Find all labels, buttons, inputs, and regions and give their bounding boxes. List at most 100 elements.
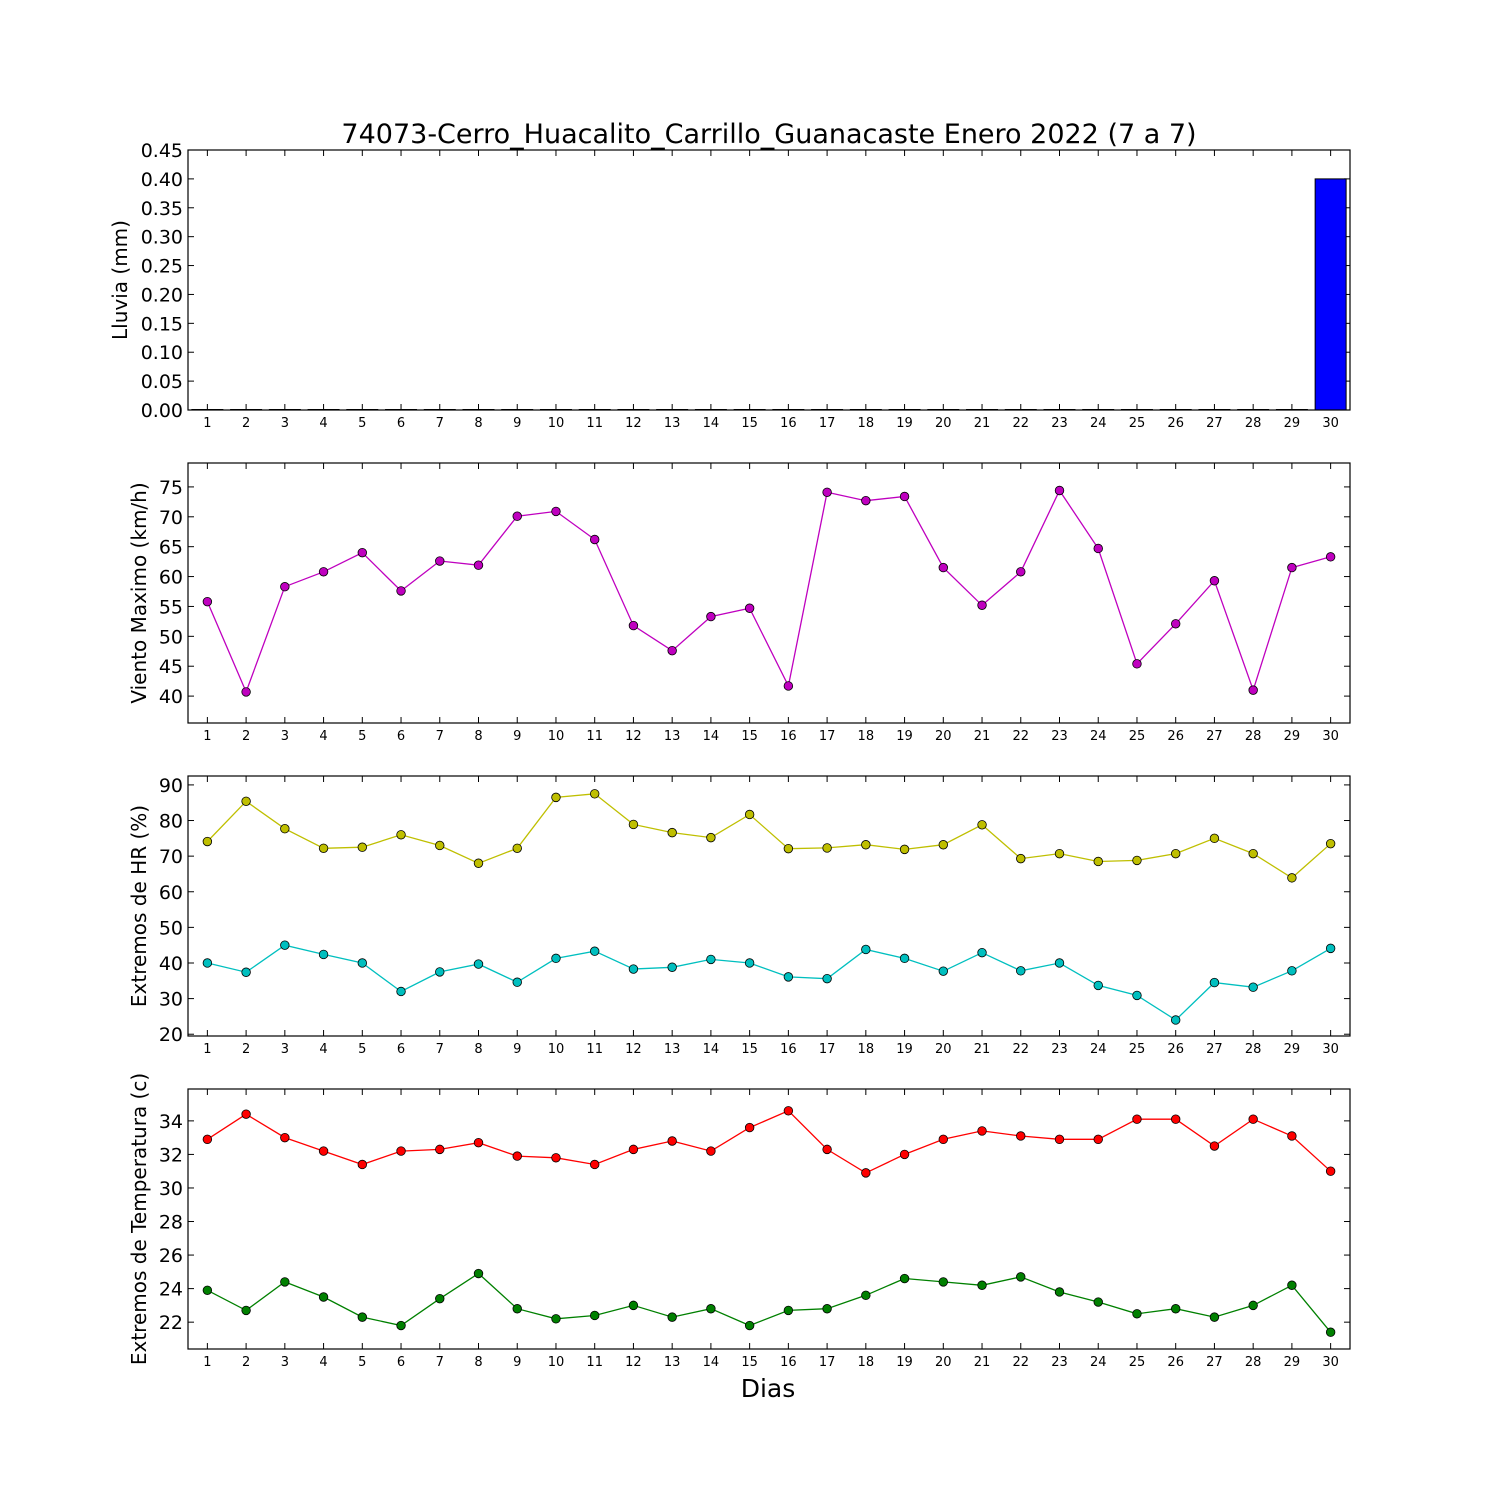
- data-point: [706, 954, 716, 965]
- x-tick-label: 9: [513, 1042, 521, 1057]
- data-point: [1093, 1134, 1103, 1145]
- x-tick-label: 22: [1012, 1042, 1029, 1057]
- plot-frame: [187, 149, 1351, 411]
- x-tick-label: 4: [319, 729, 327, 744]
- y-tick-label: 45: [159, 656, 183, 678]
- x-tick-label: 9: [513, 1355, 521, 1370]
- data-point: [1287, 966, 1297, 976]
- x-tick-label: 25: [1129, 416, 1146, 431]
- data-point: [512, 1151, 522, 1161]
- series-line-1: [206, 793, 1332, 879]
- x-tick-label: 15: [741, 1355, 758, 1370]
- x-tick-label: 24: [1090, 729, 1107, 744]
- data-point: [1209, 833, 1220, 844]
- data-point: [899, 491, 910, 502]
- data-point: [551, 1314, 561, 1324]
- x-tick-label: 15: [741, 729, 758, 744]
- data-point: [1248, 982, 1258, 992]
- x-tick-label: 10: [548, 729, 565, 744]
- x-tick-label: 11: [586, 416, 603, 431]
- x-tick-label: 5: [358, 729, 366, 744]
- data-point: [1209, 977, 1220, 988]
- data-point: [822, 973, 832, 984]
- x-tick-label: 7: [436, 729, 444, 744]
- data-point: [1016, 1272, 1026, 1282]
- data-point: [977, 1280, 987, 1290]
- series-line-2: [207, 944, 1331, 1021]
- data-point: [435, 1293, 445, 1304]
- x-tick-label: 18: [858, 1042, 875, 1057]
- y-tick-label: 0.20: [141, 284, 183, 306]
- data-point: [280, 940, 290, 950]
- x-tick-label: 27: [1206, 416, 1223, 431]
- y-tick-label: 0.10: [141, 342, 183, 364]
- x-tick-label: 8: [474, 1042, 482, 1057]
- series-line-1: [206, 489, 1331, 694]
- x-tick-label: 20: [935, 1042, 952, 1057]
- data-point: [1016, 1131, 1026, 1141]
- x-tick-label: 17: [819, 729, 836, 744]
- data-point: [318, 1292, 329, 1302]
- x-tick-label: 27: [1206, 729, 1223, 744]
- data-point: [861, 840, 871, 850]
- data-point: [977, 820, 987, 830]
- data-point: [1132, 855, 1142, 866]
- data-point: [1054, 958, 1065, 968]
- y-tick-label: 0.00: [141, 400, 183, 422]
- x-tick-label: 28: [1245, 1042, 1262, 1057]
- data-point: [473, 959, 484, 969]
- plot-frame: [187, 1088, 1351, 1350]
- y-tick-label: 65: [159, 537, 183, 559]
- x-tick-label: 30: [1322, 1355, 1339, 1370]
- data-point: [628, 964, 639, 974]
- data-point: [1054, 1287, 1065, 1297]
- data-point: [783, 843, 794, 854]
- x-tick-label: 24: [1090, 416, 1107, 431]
- y-tick-label: 0.45: [141, 140, 183, 162]
- x-tick-label: 27: [1206, 1355, 1223, 1370]
- y-tick-label: 55: [159, 596, 183, 618]
- x-tick-label: 28: [1245, 1355, 1262, 1370]
- data-point: [861, 1290, 871, 1301]
- x-tick-label: 19: [896, 1042, 913, 1057]
- y-tick-label: 50: [159, 917, 183, 939]
- y-tick-label: 30: [159, 989, 183, 1011]
- x-tick-label: 22: [1012, 416, 1029, 431]
- data-point: [744, 809, 755, 820]
- data-point: [357, 1312, 368, 1322]
- x-tick-label: 13: [664, 729, 681, 744]
- x-tick-label: 6: [397, 416, 405, 431]
- data-point: [667, 1136, 677, 1146]
- x-tick-label: 4: [319, 1042, 327, 1057]
- y-tick-label: 24: [159, 1279, 183, 1301]
- data-point: [1132, 659, 1142, 669]
- x-tick-label: 19: [896, 1355, 913, 1370]
- data-point: [744, 958, 755, 968]
- x-tick-label: 19: [896, 416, 913, 431]
- data-point: [1093, 980, 1103, 991]
- data-point: [938, 1134, 949, 1145]
- y-tick-label: 70: [159, 507, 183, 529]
- x-tick-label: 2: [242, 416, 250, 431]
- x-tick-label: 19: [896, 729, 913, 744]
- y-tick-label: 70: [159, 846, 183, 868]
- y-tick-label: 75: [159, 477, 183, 499]
- data-point: [1287, 562, 1297, 573]
- data-point: [899, 953, 910, 964]
- x-tick-label: 8: [474, 416, 482, 431]
- x-tick-label: 9: [513, 416, 521, 431]
- data-point: [473, 1137, 484, 1148]
- data-point: [1016, 966, 1026, 976]
- x-tick-label: 15: [741, 416, 758, 431]
- y-tick-label: 90: [159, 775, 183, 797]
- y-tick-label: 80: [159, 811, 183, 833]
- data-point: [551, 953, 561, 964]
- series-line-2: [207, 1272, 1332, 1333]
- y-tick-label: 0.30: [141, 227, 183, 249]
- data-point: [1054, 485, 1065, 496]
- y-tick-label: 34: [159, 1111, 183, 1133]
- data-point: [590, 1310, 600, 1321]
- x-tick-label: 10: [548, 1042, 565, 1057]
- data-point: [628, 819, 639, 830]
